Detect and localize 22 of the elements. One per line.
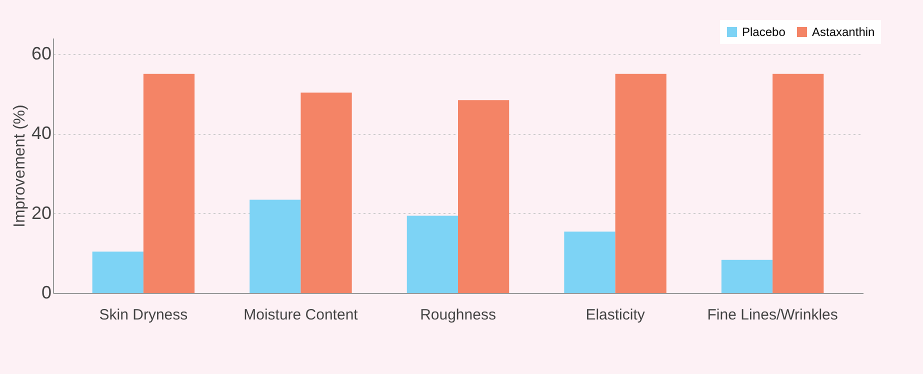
y-tick-label: 20 bbox=[31, 202, 52, 223]
y-tick-label: 40 bbox=[31, 123, 52, 144]
bar bbox=[92, 252, 144, 293]
legend-label: Astaxanthin bbox=[812, 25, 875, 39]
bar bbox=[458, 100, 510, 293]
bar bbox=[250, 200, 301, 293]
x-tick-label: Skin Dryness bbox=[99, 306, 188, 324]
legend-label: Placebo bbox=[742, 25, 786, 39]
x-tick-label: Elasticity bbox=[586, 306, 646, 324]
y-axis-title: Improvement (%) bbox=[11, 104, 28, 228]
bar bbox=[772, 74, 824, 293]
bar bbox=[615, 74, 666, 293]
bar bbox=[300, 92, 352, 293]
bar bbox=[721, 260, 773, 293]
x-tick-label: Fine Lines/Wrinkles bbox=[707, 306, 838, 324]
x-tick-label: Roughness bbox=[420, 306, 496, 324]
bar bbox=[564, 232, 616, 293]
x-tick-label: Moisture Content bbox=[244, 306, 359, 324]
y-tick-label: 0 bbox=[41, 282, 52, 302]
y-tick-label: 60 bbox=[31, 43, 52, 64]
bar bbox=[143, 74, 195, 293]
bar bbox=[406, 216, 458, 293]
